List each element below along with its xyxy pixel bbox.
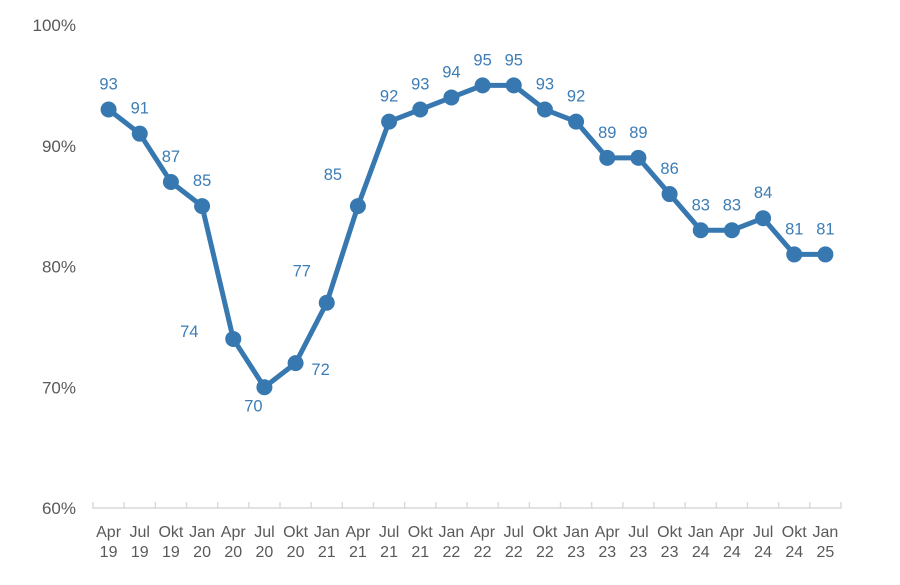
data-point-marker [349,198,366,215]
y-axis-tick-label: 70% [42,378,76,397]
data-point-label: 93 [99,76,117,94]
data-point-marker [599,149,616,166]
data-point-label: 81 [785,220,803,238]
x-axis-tick-label: Okt 24 [782,524,807,561]
data-point-label: 92 [380,88,398,106]
x-axis-tick-label: Apr 21 [345,524,371,561]
x-axis-tick-label: Apr 24 [719,524,745,561]
data-point-marker [474,77,491,94]
data-point-label: 92 [567,88,585,106]
data-point-marker [536,101,553,118]
data-point-label: 91 [131,100,149,118]
data-point-label: 93 [536,76,554,94]
data-point-label: 89 [598,124,616,142]
x-axis-tick-label: Jan 21 [314,524,340,561]
data-point-marker [755,210,772,227]
data-point-label: 83 [692,196,710,214]
data-point-marker [661,186,678,203]
data-point-marker [786,246,803,263]
x-axis-tick-label: Jan 23 [563,524,589,561]
data-point-marker [381,113,398,130]
x-axis-tick-label: Apr 22 [470,524,496,561]
data-point-marker [723,222,740,239]
data-point-label: 95 [505,51,523,69]
x-axis-tick-label: Apr 19 [96,524,122,561]
data-point-label: 87 [162,148,180,166]
data-point-label: 70 [244,397,262,415]
x-axis-tick-label: Jan 20 [189,524,215,561]
x-axis-tick-label: Jan 22 [439,524,465,561]
x-axis-tick-label: Okt 23 [657,524,682,561]
data-point-marker [225,330,242,347]
data-point-label: 85 [324,166,342,184]
data-point-marker [287,355,304,372]
data-point-marker [505,77,522,94]
data-point-marker [817,246,834,263]
y-axis-tick-label: 100% [33,16,76,35]
data-point-marker [100,101,117,118]
x-axis-tick-label: Jul 19 [130,524,150,561]
data-point-marker [194,198,211,215]
data-point-label: 74 [180,323,198,341]
data-point-marker [692,222,709,239]
x-axis-tick-label: Jul 22 [504,524,524,561]
data-point-marker [443,89,460,106]
x-axis-tick-label: Jul 23 [628,524,648,561]
data-point-label: 93 [411,76,429,94]
data-point-marker [568,113,585,130]
x-axis-tick-label: Okt 19 [158,524,183,561]
x-axis-tick-label: Jan 25 [813,524,839,561]
data-point-label: 94 [442,63,460,81]
data-point-marker [256,379,273,396]
series-line [106,82,828,390]
data-point-label: 95 [473,51,491,69]
y-axis-tick-label: 90% [42,137,76,156]
data-point-marker [412,101,429,118]
data-point-label: 83 [723,196,741,214]
x-axis-tick-label: Okt 22 [532,524,557,561]
data-point-marker [162,173,179,190]
x-axis-tick-label: Okt 21 [408,524,433,561]
y-axis-tick-label: 80% [42,258,76,277]
data-point-label: 89 [629,124,647,142]
data-point-label: 86 [660,160,678,178]
x-axis-tick-label: Apr 23 [595,524,621,561]
data-point-marker [131,125,148,142]
data-point-marker [318,294,335,311]
x-axis-tick-label: Jul 24 [753,524,773,561]
x-axis-tick-label: Jan 24 [688,524,714,561]
x-axis-tick-label: Apr 20 [221,524,247,561]
x-axis-tick-label: Jul 21 [379,524,399,561]
data-point-label: 81 [816,220,834,238]
data-point-label: 77 [293,263,311,281]
x-axis-tick-label: Jul 20 [254,524,274,561]
y-axis-tick-label: 60% [42,499,76,518]
x-axis-tick-label: Okt 20 [283,524,308,561]
data-point-marker [630,149,647,166]
data-point-label: 85 [193,172,211,190]
data-point-label: 72 [311,361,329,379]
data-point-label: 84 [754,184,772,202]
